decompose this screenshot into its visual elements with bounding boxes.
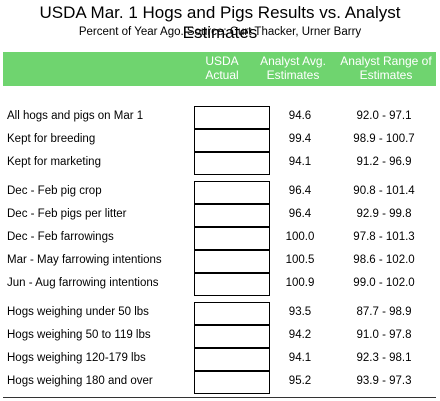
header-analyst-avg: Analyst Avg. Estimates	[255, 54, 331, 82]
analyst-range-value: 92.0 - 97.1	[356, 110, 412, 122]
table-row: Kept for breeding 99.4 98.9 - 100.7	[0, 129, 440, 152]
usda-actual-cell[interactable]	[194, 325, 270, 348]
row-label: Dec - Feb pig crop	[7, 185, 102, 197]
page-title: USDA Mar. 1 Hogs and Pigs Results vs. An…	[39, 3, 401, 42]
analyst-range-value: 97.8 - 101.3	[353, 231, 415, 243]
usda-actual-cell[interactable]	[194, 273, 270, 296]
usda-actual-cell[interactable]	[194, 181, 270, 204]
table-row: All hogs and pigs on Mar 1 94.6 92.0 - 97.…	[0, 106, 440, 129]
row-label: Kept for breeding	[7, 133, 96, 145]
usda-actual-cell[interactable]	[194, 302, 270, 325]
analyst-range-value: 92.9 - 99.8	[356, 208, 412, 220]
table-row: Dec - Feb pigs per litter 96.4 92.9 - 99.8	[0, 204, 440, 227]
row-label: Hogs weighing 50 to 119 lbs	[7, 329, 151, 341]
table-row: Dec - Feb farrowings 100.0 97.8 - 101.3	[0, 227, 440, 250]
usda-actual-cell[interactable]	[194, 106, 270, 129]
usda-actual-cell[interactable]	[194, 371, 270, 394]
analyst-avg-value: 94.2	[288, 329, 312, 341]
analyst-avg-value: 94.6	[288, 110, 312, 122]
header-usda-actual-line1: USDA	[205, 54, 239, 68]
header-analyst-avg-line1: Analyst Avg.	[260, 54, 326, 68]
row-label: Dec - Feb pigs per litter	[7, 208, 127, 220]
table-row: Dec - Feb pig crop 96.4 90.8 - 101.4	[0, 181, 440, 204]
analyst-range-value: 92.3 - 98.1	[356, 352, 412, 364]
header-analyst-range-line1: Analyst Range of	[340, 54, 432, 68]
row-label: Dec - Feb farrowings	[7, 231, 114, 243]
table-bottom-border	[3, 397, 436, 398]
header-usda-actual: USDA Actual	[195, 54, 249, 82]
table-row: Kept for marketing 94.1 91.2 - 96.9	[0, 152, 440, 175]
row-label: Mar - May farrowing intentions	[7, 254, 162, 266]
usda-actual-cell[interactable]	[194, 227, 270, 250]
analyst-range-value: 91.2 - 96.9	[356, 156, 412, 168]
row-label: All hogs and pigs on Mar 1	[7, 110, 144, 122]
analyst-range-value: 91.0 - 97.8	[356, 329, 412, 341]
analyst-avg-value: 94.1	[288, 156, 312, 168]
analyst-avg-value: 100.0	[285, 231, 315, 243]
header-usda-actual-line2: Actual	[205, 68, 239, 82]
usda-actual-cell[interactable]	[194, 152, 270, 175]
header-analyst-range: Analyst Range of Estimates	[336, 54, 436, 82]
table-header: USDA Actual Analyst Avg. Estimates Analy…	[3, 52, 436, 86]
page-subtitle: Percent of Year Ago. Source: Curt Thacke…	[78, 26, 362, 38]
table-row: Hogs weighing 50 to 119 lbs 94.2 91.0 - 97…	[0, 325, 440, 348]
analyst-avg-value: 94.1	[288, 352, 312, 364]
analyst-avg-value: 95.2	[288, 375, 312, 387]
analyst-range-value: 98.9 - 100.7	[353, 133, 415, 145]
table-row: Jun - Aug farrowing intentions 100.9 99.0 …	[0, 273, 440, 296]
usda-actual-cell[interactable]	[194, 204, 270, 227]
analyst-avg-value: 99.4	[288, 133, 312, 145]
table-row: Hogs weighing 180 and over 95.2 93.9 - 97.…	[0, 371, 440, 394]
row-label: Hogs weighing 120-179 lbs	[7, 352, 146, 364]
analyst-range-value: 99.0 - 102.0	[353, 277, 415, 289]
analyst-avg-value: 93.5	[288, 306, 312, 318]
usda-actual-cell[interactable]	[194, 250, 270, 273]
analyst-range-value: 98.6 - 102.0	[353, 254, 415, 266]
analyst-avg-value: 96.4	[288, 185, 312, 197]
analyst-avg-value: 96.4	[288, 208, 312, 220]
header-analyst-range-line2: Estimates	[359, 68, 413, 82]
usda-actual-cell[interactable]	[194, 348, 270, 371]
analyst-avg-value: 100.5	[285, 254, 315, 266]
row-label: Jun - Aug farrowing intentions	[7, 277, 159, 289]
analyst-avg-value: 100.9	[285, 277, 315, 289]
analyst-range-value: 90.8 - 101.4	[353, 185, 415, 197]
table-row: Hogs weighing under 50 lbs 93.5 87.7 - 98.…	[0, 302, 440, 325]
row-label: Hogs weighing 180 and over	[7, 375, 153, 387]
usda-actual-cell[interactable]	[194, 129, 270, 152]
analyst-range-value: 93.9 - 97.3	[356, 375, 412, 387]
table-row: Hogs weighing 120-179 lbs 94.1 92.3 - 98.1	[0, 348, 440, 371]
table-row: Mar - May farrowing intentions 100.5 98.6 …	[0, 250, 440, 273]
row-label: Hogs weighing under 50 lbs	[7, 306, 149, 318]
header-analyst-avg-line2: Estimates	[266, 68, 320, 82]
row-label: Kept for marketing	[7, 156, 101, 168]
analyst-range-value: 87.7 - 98.9	[356, 306, 412, 318]
